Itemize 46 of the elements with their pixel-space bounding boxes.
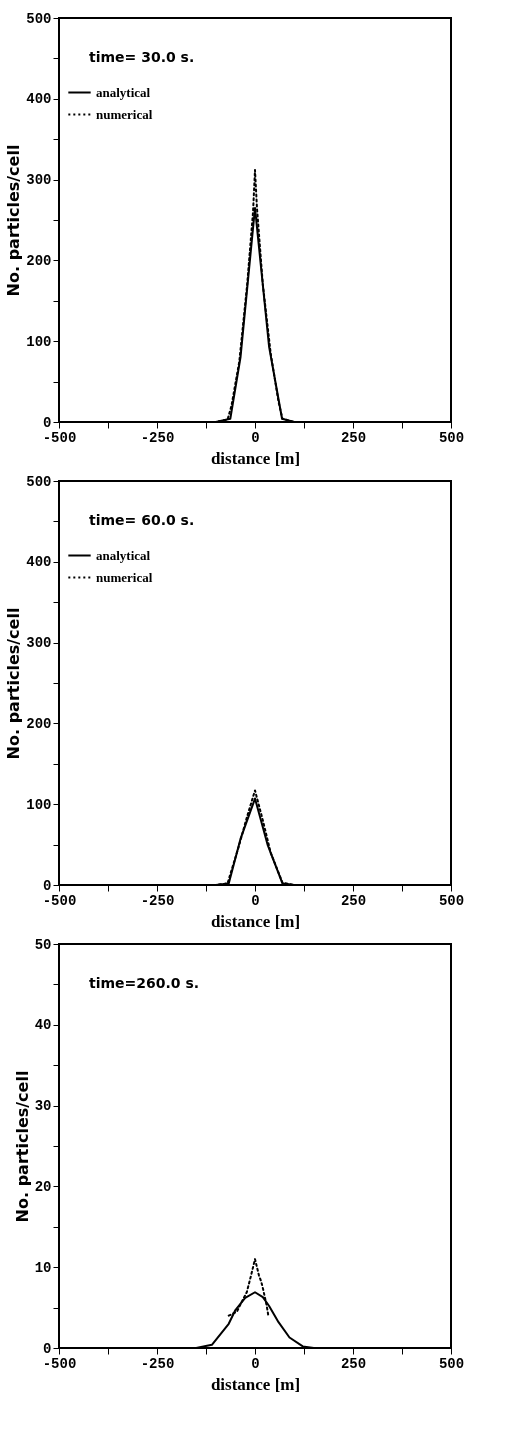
legend-label: analytical bbox=[96, 547, 151, 563]
y-tick-label: 0 bbox=[43, 877, 52, 894]
x-tick-label: 0 bbox=[251, 1355, 260, 1372]
x-tick-label: -250 bbox=[140, 892, 175, 909]
y-tick-label: 300 bbox=[26, 172, 52, 189]
x-tick-label: -250 bbox=[140, 429, 175, 446]
y-tick-label: 200 bbox=[26, 252, 52, 269]
x-axis-title: distance [m] bbox=[210, 1374, 301, 1394]
x-tick-label: 0 bbox=[251, 892, 260, 909]
annotation: time= 30.0 s. bbox=[89, 49, 195, 65]
y-tick-label: 500 bbox=[26, 473, 52, 490]
y-tick-label: 500 bbox=[26, 10, 52, 27]
y-tick-label: 400 bbox=[26, 554, 52, 571]
x-axis-title: distance [m] bbox=[210, 448, 301, 468]
legend-label: numerical bbox=[96, 569, 153, 585]
y-tick-label: 40 bbox=[34, 1017, 52, 1034]
x-tick-label: 500 bbox=[438, 892, 465, 909]
y-tick-label: 0 bbox=[43, 1340, 52, 1357]
y-tick-label: 30 bbox=[34, 1098, 52, 1115]
x-tick-label: 500 bbox=[438, 1355, 465, 1372]
x-tick-label: 250 bbox=[340, 892, 367, 909]
y-axis-title: No. particles/cell bbox=[4, 144, 24, 297]
x-tick-label: 250 bbox=[340, 1355, 367, 1372]
annotation: time=260.0 s. bbox=[89, 975, 200, 991]
x-tick-label: -500 bbox=[42, 1355, 77, 1372]
legend-label: analytical bbox=[96, 84, 151, 100]
y-tick-label: 100 bbox=[26, 796, 52, 813]
x-tick-label: 500 bbox=[438, 429, 465, 446]
y-tick-label: 0 bbox=[43, 414, 52, 431]
x-tick-label: -500 bbox=[42, 892, 77, 909]
y-tick-label: 100 bbox=[26, 333, 52, 350]
x-tick-label: -500 bbox=[42, 429, 77, 446]
y-tick-label: 10 bbox=[34, 1259, 52, 1276]
y-tick-label: 50 bbox=[34, 936, 52, 953]
y-axis-title: No. particles/cell bbox=[12, 1070, 32, 1223]
x-tick-label: -250 bbox=[140, 1355, 175, 1372]
legend-label: numerical bbox=[96, 106, 153, 122]
y-tick-label: 400 bbox=[26, 91, 52, 108]
x-tick-label: 0 bbox=[251, 429, 260, 446]
x-axis-title: distance [m] bbox=[210, 911, 301, 931]
y-axis-title: No. particles/cell bbox=[4, 607, 24, 760]
annotation: time= 60.0 s. bbox=[89, 512, 195, 528]
y-tick-label: 200 bbox=[26, 715, 52, 732]
x-tick-label: 250 bbox=[340, 429, 367, 446]
y-tick-label: 300 bbox=[26, 635, 52, 652]
y-tick-label: 20 bbox=[34, 1178, 52, 1195]
